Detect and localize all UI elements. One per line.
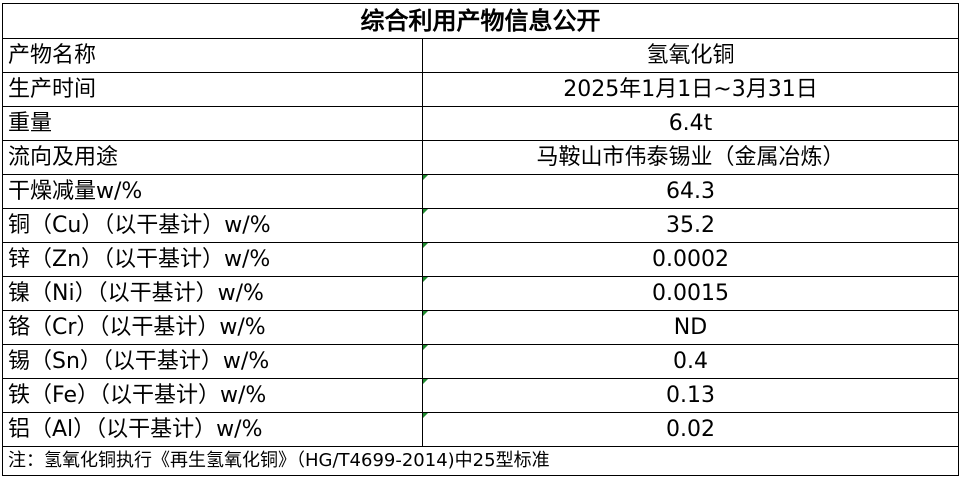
table-row: 干燥减量w/% 64.3 (2, 174, 959, 209)
table-row: 生产时间 2025年1月1日~3月31日 (2, 72, 959, 107)
row-label-cell[interactable]: 锌（Zn）（以干基计）w/% (2, 242, 423, 277)
info-sheet: 综合利用产物信息公开 产物名称 氢氧化铜生产时间 2025年1月1日~3月31日重量… (2, 3, 959, 476)
row-value: 0.13 (666, 383, 715, 408)
row-label-cell[interactable]: 流向及用途 (2, 140, 423, 175)
table-row: 重量 6.4t (2, 106, 959, 141)
table-row: 铝（Al）（以干基计）w/% 0.02 (2, 412, 959, 447)
table-row: 锌（Zn）（以干基计）w/% 0.0002 (2, 242, 959, 277)
row-label-cell[interactable]: 产物名称 (2, 38, 423, 73)
row-value-cell[interactable]: ND (422, 310, 959, 345)
error-indicator-icon (423, 379, 428, 384)
row-value: 64.3 (666, 179, 715, 204)
table-row: 铬（Cr）（以干基计）w/% ND (2, 310, 959, 345)
row-label-cell[interactable]: 铝（Al）（以干基计）w/% (2, 412, 423, 447)
row-value: 0.02 (666, 417, 715, 442)
row-label-cell[interactable]: 镍（Ni）（以干基计）w/% (2, 276, 423, 311)
row-label-cell[interactable]: 生产时间 (2, 72, 423, 107)
error-indicator-icon (423, 175, 428, 180)
row-label-cell[interactable]: 锡（Sn）（以干基计）w/% (2, 344, 423, 379)
row-value-cell[interactable]: 2025年1月1日~3月31日 (422, 72, 959, 107)
row-value-cell[interactable]: 氢氧化铜 (422, 38, 959, 73)
error-indicator-icon (423, 413, 428, 418)
row-value-cell[interactable]: 0.0015 (422, 276, 959, 311)
row-label-cell[interactable]: 铁（Fe）（以干基计）w/% (2, 378, 423, 413)
table-row: 锡（Sn）（以干基计）w/% 0.4 (2, 344, 959, 379)
row-value: 35.2 (666, 213, 715, 238)
row-label-cell[interactable]: 干燥减量w/% (2, 174, 423, 209)
row-value: 6.4t (668, 111, 713, 136)
row-value-cell[interactable]: 马鞍山市伟泰锡业（金属冶炼） (422, 140, 959, 175)
error-indicator-icon (423, 243, 428, 248)
table-row: 产物名称 氢氧化铜 (2, 38, 959, 73)
row-value: 氢氧化铜 (646, 43, 735, 68)
table-row: 铁（Fe）（以干基计）w/% 0.13 (2, 378, 959, 413)
error-indicator-icon (423, 209, 428, 214)
row-label-cell[interactable]: 铜（Cu）（以干基计）w/% (2, 208, 423, 243)
row-value: 0.0015 (652, 281, 729, 306)
sheet-title: 综合利用产物信息公开 (2, 3, 959, 38)
table-row: 铜（Cu）（以干基计）w/% 35.2 (2, 208, 959, 243)
error-indicator-icon (423, 277, 428, 282)
row-value-cell[interactable]: 0.4 (422, 344, 959, 379)
row-value-cell[interactable]: 64.3 (422, 174, 959, 209)
row-value-cell[interactable]: 0.02 (422, 412, 959, 447)
row-value: ND (673, 315, 708, 340)
error-indicator-icon (423, 345, 428, 350)
row-value-cell[interactable]: 0.0002 (422, 242, 959, 277)
row-value-cell[interactable]: 0.13 (422, 378, 959, 413)
error-indicator-icon (423, 311, 428, 316)
row-value-cell[interactable]: 6.4t (422, 106, 959, 141)
table-row: 镍（Ni）（以干基计）w/% 0.0015 (2, 276, 959, 311)
row-value-cell[interactable]: 35.2 (422, 208, 959, 243)
info-table: 产物名称 氢氧化铜生产时间 2025年1月1日~3月31日重量 6.4t 流向及用途 马鞍… (2, 38, 959, 447)
table-row: 流向及用途 马鞍山市伟泰锡业（金属冶炼） (2, 140, 959, 175)
row-value: 0.0002 (652, 247, 729, 272)
row-value: 2025年1月1日~3月31日 (563, 77, 818, 102)
footnote: 注：氢氧化铜执行《再生氢氧化铜》（HG/T4699-2014)中25型标准 (2, 447, 959, 476)
row-value: 马鞍山市伟泰锡业（金属冶炼） (536, 145, 845, 170)
row-value: 0.4 (673, 349, 708, 374)
row-label-cell[interactable]: 铬（Cr）（以干基计）w/% (2, 310, 423, 345)
row-label-cell[interactable]: 重量 (2, 106, 423, 141)
